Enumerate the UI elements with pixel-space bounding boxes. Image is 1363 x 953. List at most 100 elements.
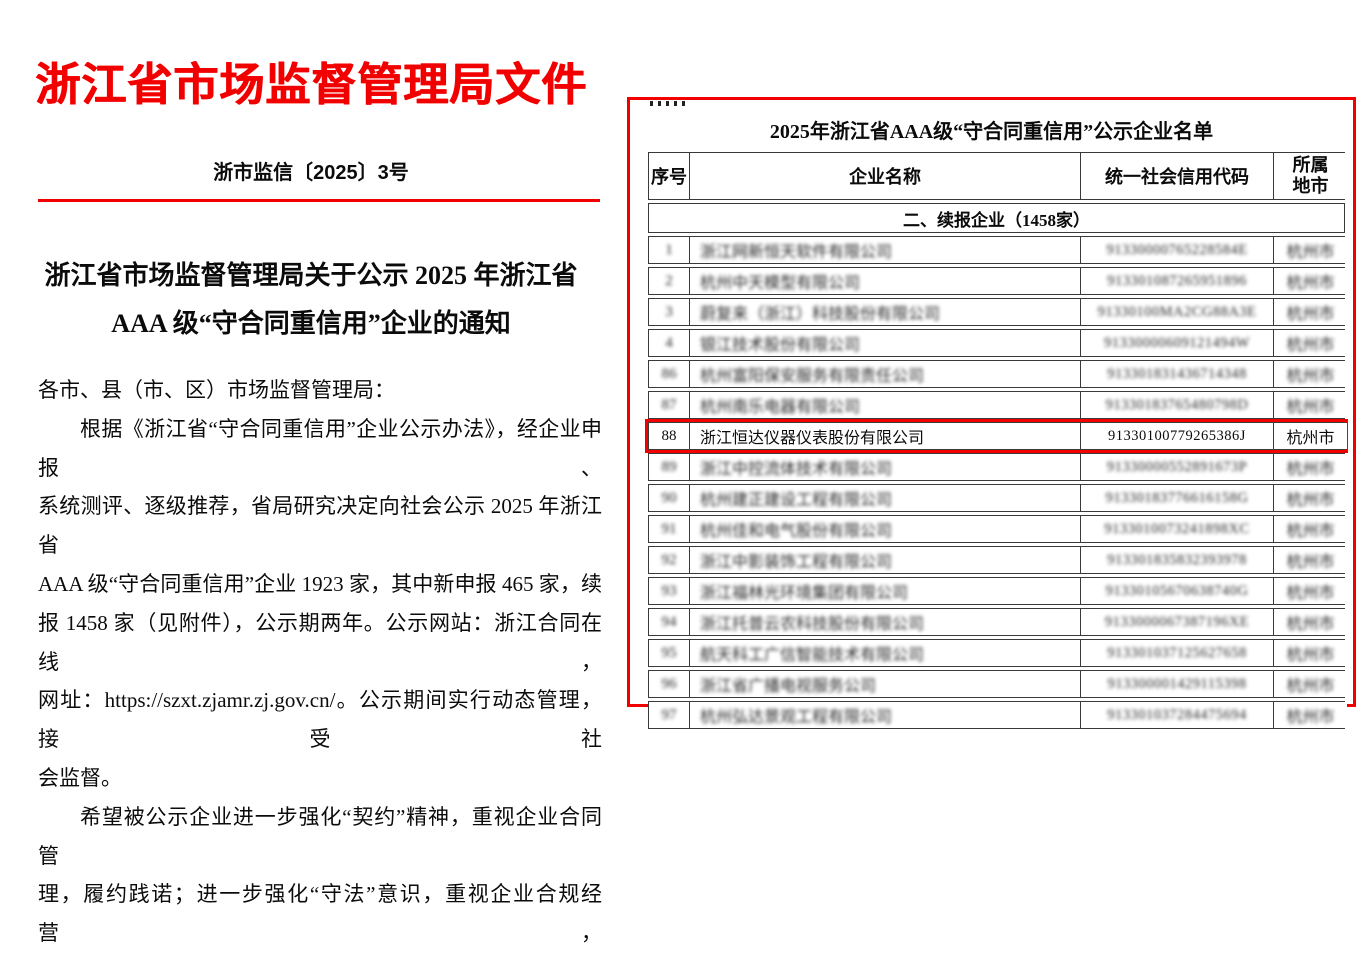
cell-company-name: 银江技术股份有限公司 [690,330,1080,356]
cell-company-name: 杭州南乐电器有限公司 [690,392,1080,418]
cell-city: 杭州市 [1274,609,1347,635]
notice-title-line1: 浙江省市场监督管理局关于公示 2025 年浙江省 [44,261,578,290]
cell-no: 2 [649,268,689,294]
table-row: 1 浙江网新恒天软件有限公司 91330000765228584E 杭州市 [648,236,1347,264]
table-row: 4 银江技术股份有限公司 91330000609121494W 杭州市 [648,329,1347,357]
table-section-row: 二、续报企业（1458家） [648,203,1345,233]
body-line: 会监督。 [38,765,122,790]
agency-letterhead-title: 浙江省市场监督管理局文件 [34,60,587,110]
cell-company-name: 浙江中控流体技术有限公司 [690,454,1080,480]
cell-credit-code: 913301037125627658 [1081,640,1273,666]
cell-no: 93 [649,578,689,604]
table-row: 93 浙江福林光环境集团有限公司 91330105670638740G 杭州市 [648,577,1347,605]
cell-credit-code: 913301835832393978 [1081,547,1273,573]
scan-artifact-marks [650,101,686,106]
table-row: 2 杭州中天模型有限公司 913301087265951896 杭州市 [648,267,1347,295]
cell-credit-code: 913301037284475694 [1081,702,1273,728]
cell-credit-code: 913300001429115398 [1081,671,1273,697]
cell-company-name: 浙江托普云农科技股份有限公司 [690,609,1080,635]
cell-company-name: 杭州富阳保安服务有限责任公司 [690,361,1080,387]
company-table: 序号 企业名称 统一社会信用代码 所属 地市 二、续报企业（1458家） 1 浙… [648,152,1347,729]
section-label: 二、续报企业（1458家） [649,204,1344,232]
cell-company-name: 浙江中影装饰工程有限公司 [690,547,1080,573]
header-code: 统一社会信用代码 [1081,153,1273,199]
table-row: 94 浙江托普云农科技股份有限公司 9133000067387196XE 杭州市 [648,608,1347,636]
cell-company-name: 杭州弘达景观工程有限公司 [690,702,1080,728]
header-no: 序号 [649,153,689,199]
cell-no: 96 [649,671,689,697]
cell-company-name: 杭州中天模型有限公司 [690,268,1080,294]
cell-no: 4 [649,330,689,356]
cell-credit-code: 91330000765228584E [1081,237,1273,263]
body-line: 网址：https://szxt.zjamr.zj.gov.cn/。公示期间实行动… [38,688,602,752]
cell-company-name: 浙江恒达仪器仪表股份有限公司 [690,423,1080,449]
cell-city: 杭州市 [1274,516,1347,542]
cell-no: 94 [649,609,689,635]
cell-credit-code: 91330105670638740G [1081,578,1273,604]
cell-city: 杭州市 [1274,392,1347,418]
body-line: AAA 级“守合同重信用”企业 1923 家，其中新申报 465 家，续 [38,571,602,596]
cell-city: 杭州市 [1274,578,1347,604]
table-header-row: 序号 企业名称 统一社会信用代码 所属 地市 [648,152,1347,200]
cell-company-name: 蔚复来（浙江）科技股份有限公司 [690,299,1080,325]
body-line: 各市、县（市、区）市场监督管理局： [38,378,395,402]
cell-city: 杭州市 [1274,547,1347,573]
cell-company-name: 杭州建正建设工程有限公司 [690,485,1080,511]
official-document: 浙江省市场监督管理局文件 浙市监信〔2025〕3号 浙江省市场监督管理局关于公示… [0,0,622,945]
header-name: 企业名称 [690,153,1080,199]
cell-city: 杭州市 [1274,640,1347,666]
cell-city: 杭州市 [1274,237,1347,263]
cell-credit-code: 913301831436714348 [1081,361,1273,387]
cell-company-name: 航天科工广信智能技术有限公司 [690,640,1080,666]
cell-credit-code: 9133010073241898XC [1081,516,1273,542]
cell-city: 杭州市 [1274,423,1347,449]
cell-credit-code: 91330000552891673P [1081,454,1273,480]
table-row: 89 浙江中控流体技术有限公司 91330000552891673P 杭州市 [648,453,1347,481]
cell-no: 87 [649,392,689,418]
cell-no: 90 [649,485,689,511]
notice-body: 各市、县（市、区）市场监督管理局： 根据《浙江省“守合同重信用”企业公示办法》，… [38,371,602,953]
table-row: 91 杭州佳和电气股份有限公司 9133010073241898XC 杭州市 [648,515,1347,543]
table-row: 97 杭州弘达景观工程有限公司 913301037284475694 杭州市 [648,701,1347,729]
cell-no: 86 [649,361,689,387]
cell-city: 杭州市 [1274,702,1347,728]
cell-credit-code: 91330183776616158G [1081,485,1273,511]
cell-credit-code: 913301087265951896 [1081,268,1273,294]
body-line: 根据《浙江省“守合同重信用”企业公示办法》，经企业申报、 [38,416,602,480]
cell-city: 杭州市 [1274,361,1347,387]
notice-title: 浙江省市场监督管理局关于公示 2025 年浙江省 AAA 级“守合同重信用”企业… [10,252,612,348]
cell-no: 88 [649,423,689,449]
cell-company-name: 浙江网新恒天软件有限公司 [690,237,1080,263]
table-row: 3 蔚复来（浙江）科技股份有限公司 91330100MA2CG88A3E 杭州市 [648,298,1347,326]
cell-credit-code: 91330100779265386J [1081,423,1273,449]
table-row: 90 杭州建正建设工程有限公司 91330183776616158G 杭州市 [648,484,1347,512]
table-row: 86 杭州富阳保安服务有限责任公司 913301831436714348 杭州市 [648,360,1347,388]
cell-no: 92 [649,547,689,573]
cell-company-name: 浙江福林光环境集团有限公司 [690,578,1080,604]
cell-city: 杭州市 [1274,299,1347,325]
cell-credit-code: 91330183765480798D [1081,392,1273,418]
cell-no: 97 [649,702,689,728]
header-city: 所属 地市 [1274,153,1347,199]
document-number: 浙市监信〔2025〕3号 [213,162,409,184]
table-row: 96 浙江省广播电视服务公司 913300001429115398 杭州市 [648,670,1347,698]
cell-city: 杭州市 [1274,330,1347,356]
letterhead-divider-line [38,199,600,202]
cell-company-name: 杭州佳和电气股份有限公司 [690,516,1080,542]
cell-no: 95 [649,640,689,666]
cell-no: 91 [649,516,689,542]
cell-company-name: 浙江省广播电视服务公司 [690,671,1080,697]
table-row: 87 杭州南乐电器有限公司 91330183765480798D 杭州市 [648,391,1347,419]
body-line: 理，履约践诺；进一步强化“守法”意识，重视企业合规经营， [38,882,602,946]
body-line: 报 1458 家（见附件），公示期两年。公示网站：浙江合同在线， [38,610,602,674]
cell-city: 杭州市 [1274,268,1347,294]
annex-highlight-panel: 2025年浙江省AAA级“守合同重信用”公示企业名单 序号 企业名称 统一社会信… [627,97,1356,729]
annex-list-title: 2025年浙江省AAA级“守合同重信用”公示企业名单 [769,121,1214,143]
body-line: 希望被公示企业进一步强化“契约”精神，重视企业合同管 [38,804,602,868]
notice-title-line2: AAA 级“守合同重信用”企业的通知 [111,309,511,338]
cell-no: 3 [649,299,689,325]
cell-city: 杭州市 [1274,485,1347,511]
cell-credit-code: 91330100MA2CG88A3E [1081,299,1273,325]
cell-no: 1 [649,237,689,263]
